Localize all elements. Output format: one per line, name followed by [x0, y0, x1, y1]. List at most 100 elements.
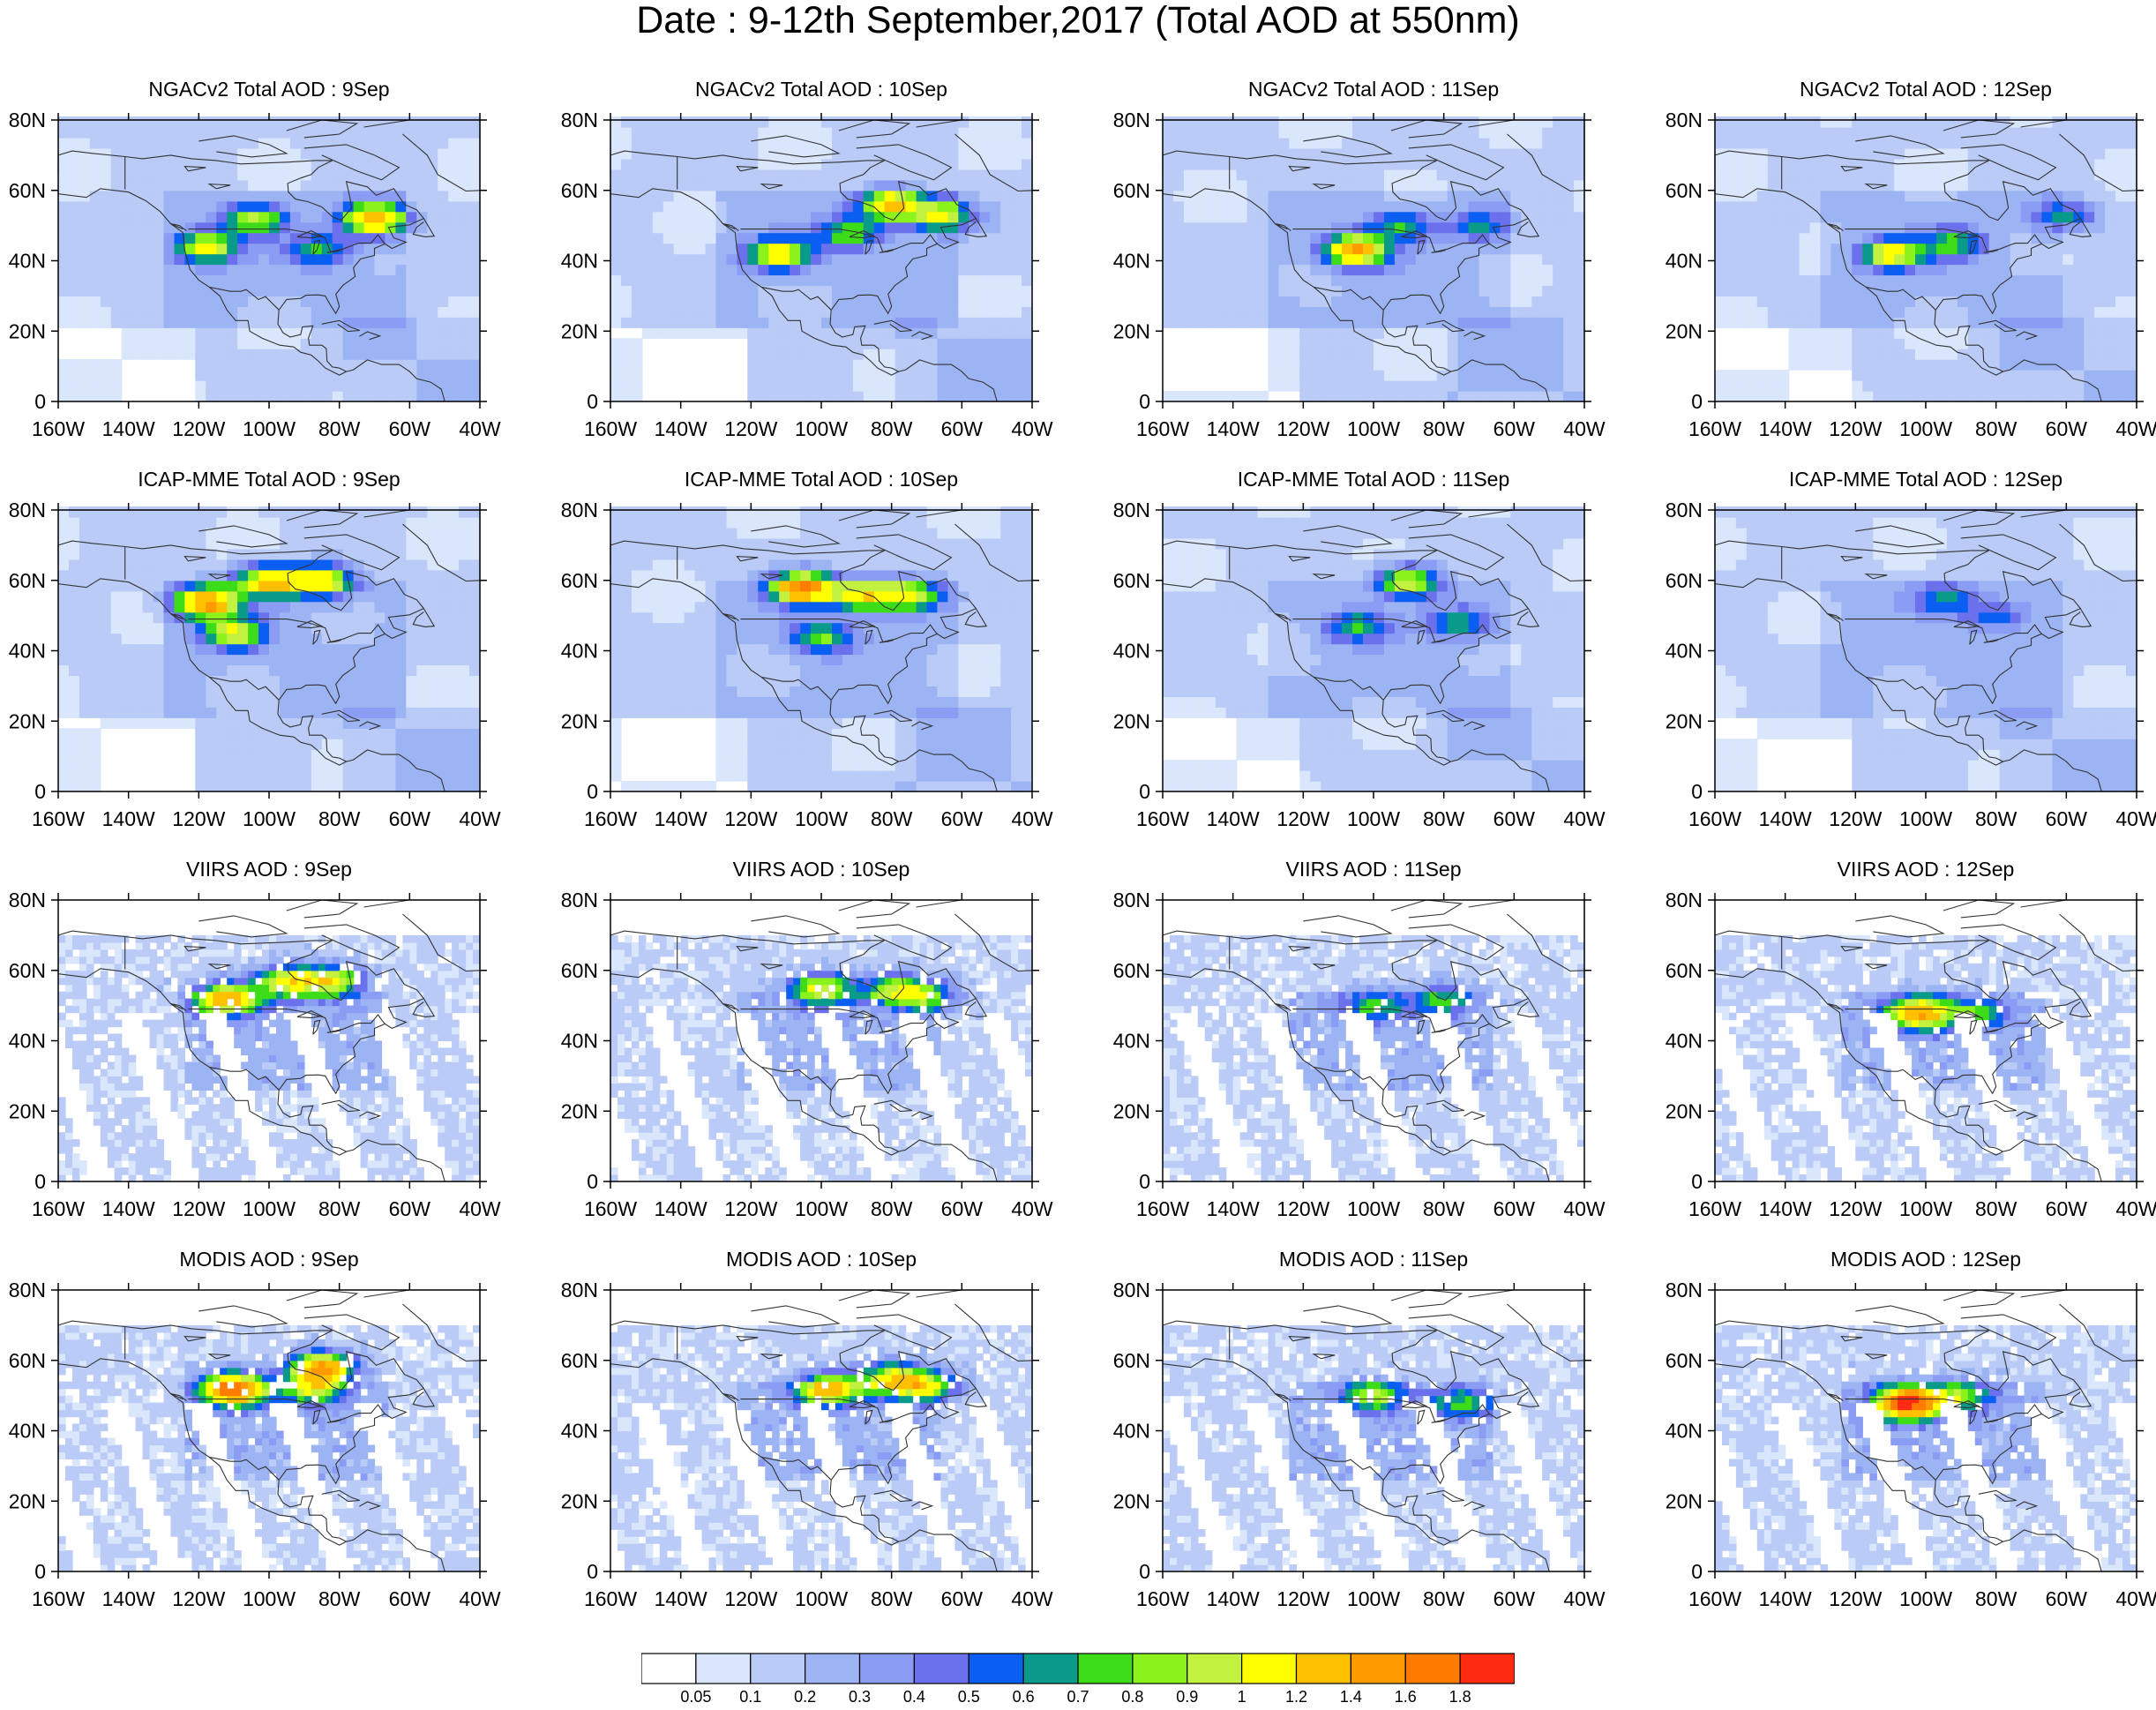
lake-outline — [207, 183, 231, 190]
lake-outline — [312, 1409, 321, 1425]
colorbar-label: 0.05 — [680, 1688, 711, 1706]
lake-outline — [312, 1019, 321, 1035]
lat-tick-label: 0 — [587, 390, 598, 413]
lake-outline — [879, 1029, 894, 1033]
panel-title: MODIS AOD : 10Sep — [552, 1246, 1090, 1272]
lon-tick-label: 60W — [941, 807, 984, 830]
lon-tick-label: 120W — [1276, 1197, 1329, 1220]
colorbar-label: 0.9 — [1176, 1688, 1198, 1706]
lat-tick-label: 40N — [1113, 1030, 1150, 1053]
colorbar-swatch — [913, 1653, 969, 1684]
lake-outline — [849, 619, 876, 629]
lat-tick-label: 80N — [561, 499, 598, 521]
coastline — [321, 709, 360, 723]
coastline — [1275, 1003, 1291, 1012]
panel-title: NGACv2 Total AOD : 9Sep — [0, 76, 538, 102]
map-panel: 80N 60N 40N 20N 0 160W 140W 120W 100W 80W 60W 40W VI… — [1104, 856, 1643, 1235]
coastline — [873, 1099, 912, 1113]
colorbar-label: 1.2 — [1285, 1688, 1307, 1706]
lat-tick-label: 80N — [1113, 109, 1150, 131]
lat-tick-label: 0 — [1691, 390, 1703, 413]
coastline — [1516, 608, 1540, 627]
lake-outline — [736, 165, 759, 172]
colorbar-swatch — [1350, 1653, 1406, 1684]
colorbar-swatch — [1459, 1653, 1515, 1684]
coastline — [1943, 119, 2016, 139]
map-panel: 80N 60N 40N 20N 0 160W 140W 120W 100W 80W 60W 40W VI… — [0, 856, 538, 1235]
lat-tick-label: 60N — [9, 569, 46, 592]
aod-map: 80N 60N 40N 20N 0 160W 140W 120W 100W 80W 60W 40W — [1666, 499, 2156, 830]
coastline — [1516, 218, 1540, 237]
country-border — [1292, 229, 1490, 253]
coastline — [2069, 1388, 2092, 1407]
lake-outline — [183, 945, 206, 952]
country-border — [740, 229, 938, 253]
coastline — [1464, 331, 1486, 341]
lat-tick-label: 60N — [9, 1349, 46, 1372]
lat-tick-label: 80N — [9, 109, 46, 131]
lon-tick-label: 160W — [1136, 1587, 1189, 1610]
colorbar-swatch — [750, 1653, 806, 1684]
coastline — [1408, 144, 1505, 181]
lon-tick-label: 100W — [243, 807, 296, 830]
lat-tick-label: 60N — [1113, 959, 1150, 982]
lon-tick-label: 60W — [941, 417, 984, 440]
lon-tick-label: 80W — [1423, 1587, 1465, 1610]
lat-tick-label: 60N — [561, 569, 598, 592]
lake-outline — [1417, 1019, 1426, 1035]
coastline — [412, 1388, 436, 1407]
lake-outline — [296, 619, 324, 629]
map-panel: 80N 60N 40N 20N 0 160W 140W 120W 100W 80W 60W 40W IC… — [1657, 466, 2156, 845]
lat-tick-label: 20N — [1666, 1099, 1703, 1122]
coastline — [57, 930, 425, 1152]
coastline — [1714, 576, 2102, 792]
lake-outline — [326, 1419, 341, 1423]
lake-outline — [296, 229, 324, 239]
lake-outline — [1312, 183, 1336, 190]
lake-outline — [1983, 1419, 1998, 1423]
coastline — [198, 135, 288, 158]
lon-tick-label: 60W — [1493, 1197, 1536, 1220]
country-border — [740, 1009, 938, 1033]
coastline — [1714, 186, 2102, 402]
coastline — [1390, 119, 1464, 139]
coastline — [1162, 150, 1530, 372]
panel-title: MODIS AOD : 9Sep — [0, 1246, 538, 1272]
lon-tick-label: 80W — [318, 1197, 361, 1220]
coastline — [751, 915, 841, 938]
coastline — [1162, 540, 1530, 762]
coastline — [359, 1111, 382, 1121]
lat-tick-label: 0 — [1691, 1170, 1703, 1193]
lake-outline — [1864, 183, 1888, 190]
lon-tick-label: 60W — [941, 1587, 984, 1610]
lat-tick-label: 80N — [1666, 499, 1703, 521]
lake-outline — [207, 573, 231, 580]
coastline — [838, 119, 911, 139]
lon-tick-label: 40W — [459, 417, 501, 440]
coastline — [856, 1314, 953, 1351]
lon-tick-label: 40W — [1563, 1587, 1606, 1610]
coastline — [1855, 135, 1945, 158]
coastline — [911, 1111, 934, 1121]
aod-map: 80N 60N 40N 20N 0 160W 140W 120W 100W 80W 60W 40W — [561, 109, 1053, 440]
lat-tick-label: 20N — [561, 1099, 598, 1122]
lat-tick-label: 20N — [9, 319, 46, 342]
coastline — [286, 1289, 359, 1309]
lon-tick-label: 160W — [1688, 1587, 1741, 1610]
lon-tick-label: 60W — [389, 807, 431, 830]
lake-outline — [1983, 249, 1998, 253]
coastline — [610, 966, 998, 1182]
lat-tick-label: 60N — [1113, 1349, 1150, 1372]
map-panel: 80N 60N 40N 20N 0 160W 140W 120W 100W 80W 60W 40W NG… — [0, 76, 538, 455]
coastline — [170, 1393, 187, 1402]
coastline — [1162, 1320, 1530, 1542]
colorbar-swatch — [641, 1653, 697, 1684]
lake-outline — [1969, 1409, 1978, 1425]
lon-tick-label: 80W — [1975, 1197, 2018, 1220]
country-border — [209, 676, 280, 701]
panel-title: VIIRS AOD : 9Sep — [0, 856, 538, 882]
lat-tick-label: 40N — [1666, 1420, 1703, 1443]
lon-tick-label: 160W — [584, 1587, 637, 1610]
lon-tick-label: 80W — [318, 1587, 361, 1610]
lat-tick-label: 0 — [1139, 390, 1150, 413]
